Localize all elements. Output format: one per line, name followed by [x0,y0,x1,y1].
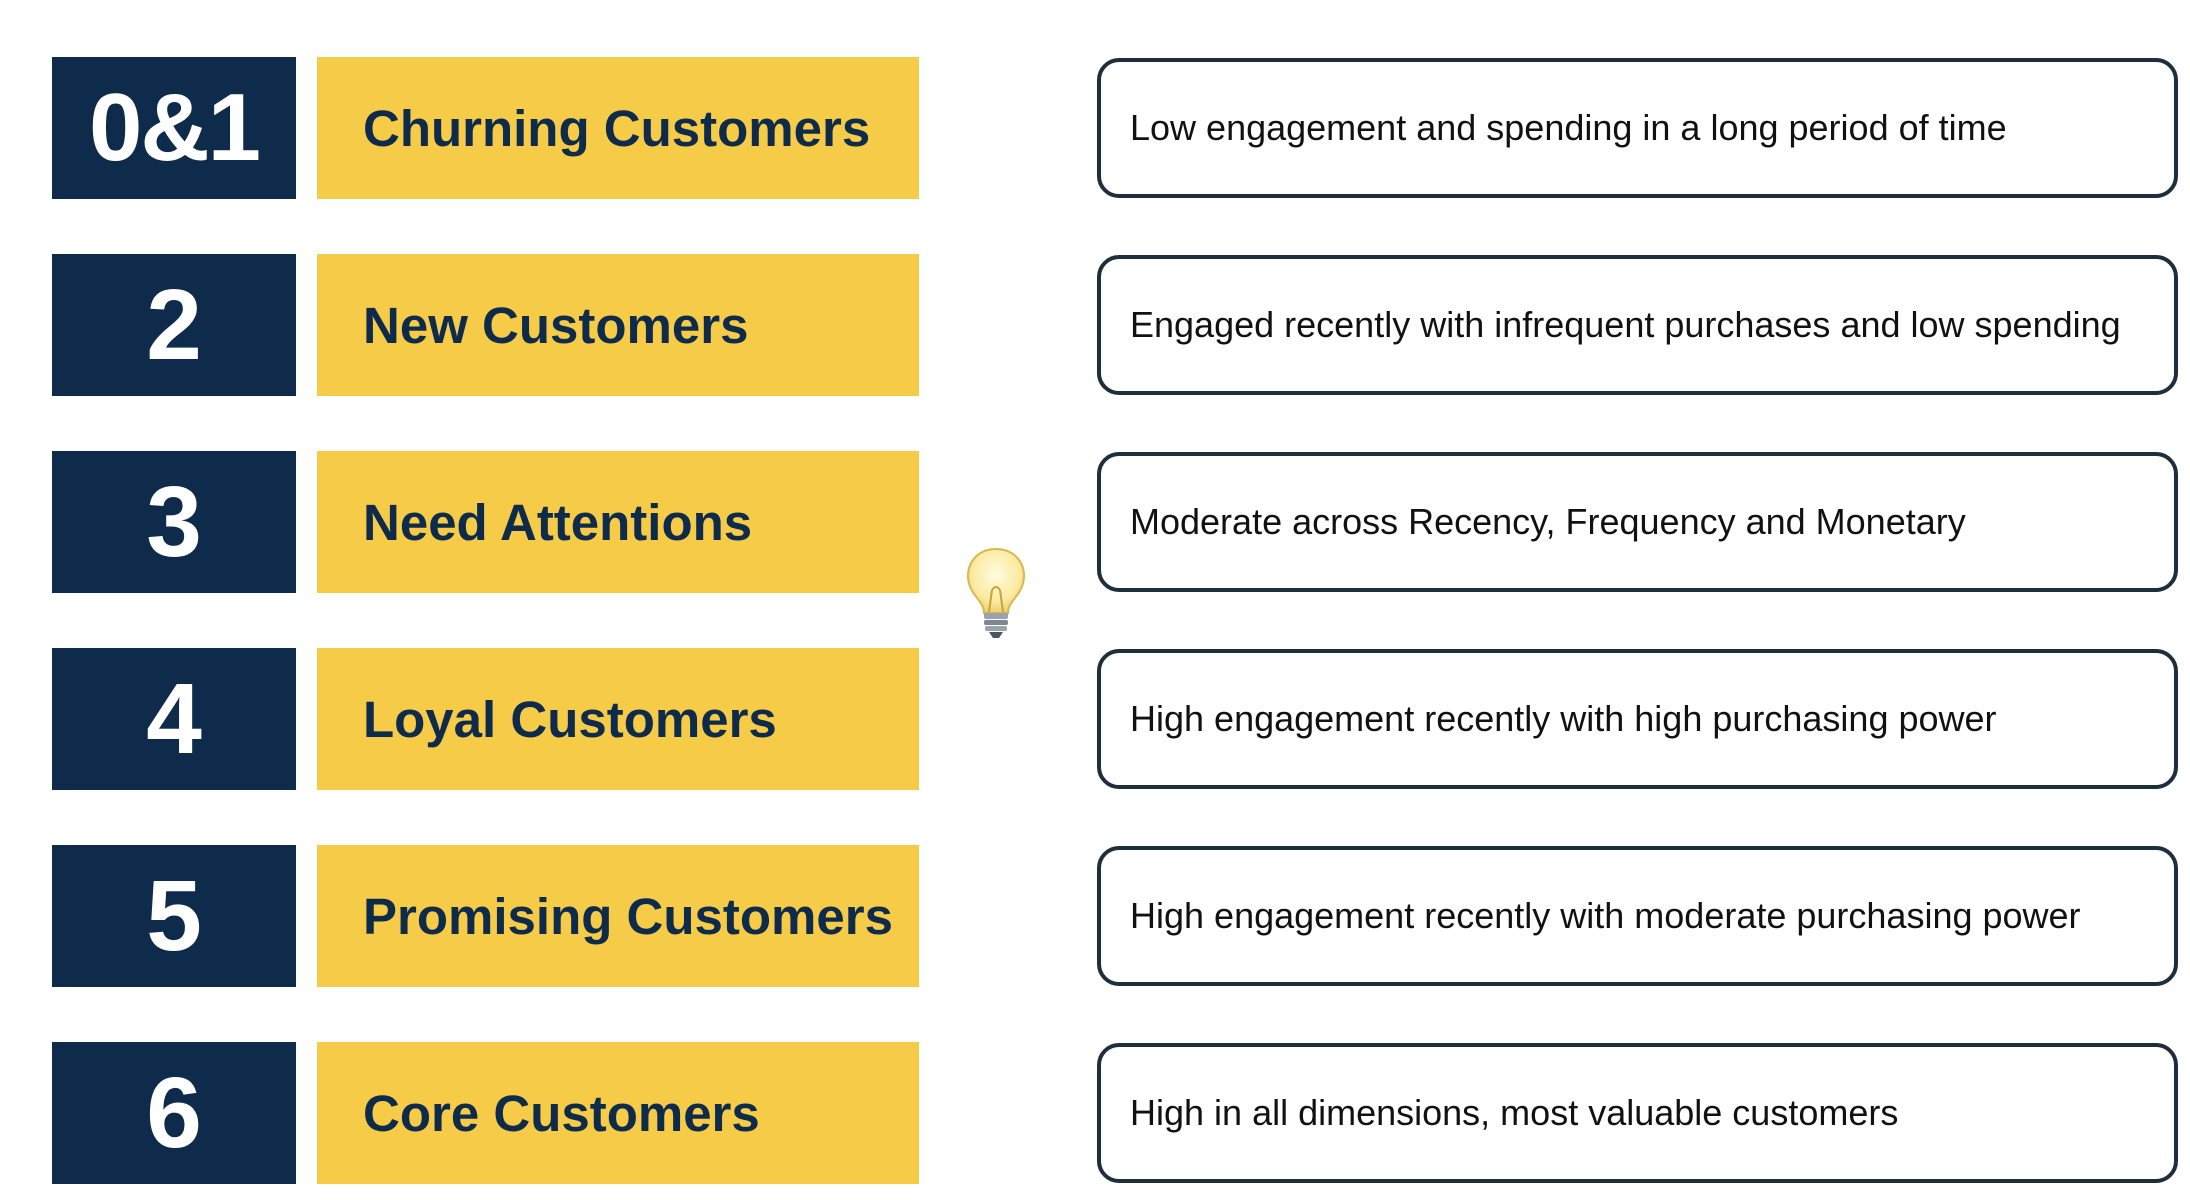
segment-number: 5 [52,845,296,987]
segment-row: 0&1 Churning Customers Low engagement an… [0,57,2190,199]
segment-name: Need Attentions [317,451,919,593]
segment-description: Low engagement and spending in a long pe… [1097,58,2178,198]
segment-number: 4 [52,648,296,790]
segment-row: 5 Promising Customers High engagement re… [0,845,2190,987]
segment-description: High engagement recently with high purch… [1097,649,2178,789]
segment-number: 2 [52,254,296,396]
segment-description: High in all dimensions, most valuable cu… [1097,1043,2178,1183]
segment-name: Churning Customers [317,57,919,199]
segment-description: Moderate across Recency, Frequency and M… [1097,452,2178,592]
segment-name: Promising Customers [317,845,919,987]
segment-row: 4 Loyal Customers High engagement recent… [0,648,2190,790]
segment-description: High engagement recently with moderate p… [1097,846,2178,986]
segment-description: Engaged recently with infrequent purchas… [1097,255,2178,395]
segment-number: 6 [52,1042,296,1184]
segment-row: 6 Core Customers High in all dimensions,… [0,1042,2190,1184]
segment-row: 2 New Customers Engaged recently with in… [0,254,2190,396]
segment-name: Loyal Customers [317,648,919,790]
segment-name: Core Customers [317,1042,919,1184]
segment-row: 3 Need Attentions Moderate across Recenc… [0,451,2190,593]
segment-name: New Customers [317,254,919,396]
lightbulb-icon [966,547,1026,638]
segment-number: 0&1 [52,57,296,199]
segment-number: 3 [52,451,296,593]
